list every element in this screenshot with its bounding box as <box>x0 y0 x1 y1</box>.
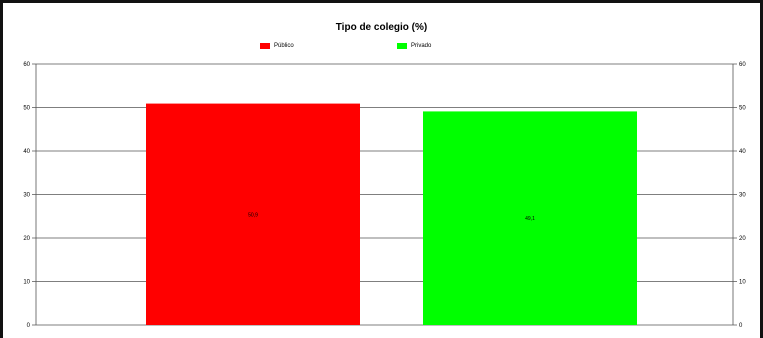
y-tick-label-left-50: 50 <box>23 106 30 112</box>
legend-swatch-privado <box>397 43 407 49</box>
legend-swatch-publico <box>260 43 270 49</box>
y-tick-label-left-0: 0 <box>27 323 31 329</box>
y-tick-label-left-60: 60 <box>23 62 30 68</box>
legend-label-publico: Público <box>274 43 294 49</box>
y-tick-label-right-30: 30 <box>739 193 746 199</box>
y-tick-label-left-40: 40 <box>23 149 30 155</box>
bar-publico <box>146 103 360 326</box>
y-tick-label-left-20: 20 <box>23 236 30 242</box>
y-tick-label-right-50: 50 <box>739 106 746 112</box>
y-tick-label-right-0: 0 <box>739 323 743 329</box>
y-tick-label-right-60: 60 <box>739 62 746 68</box>
y-tick-label-right-40: 40 <box>739 149 746 155</box>
legend-label-privado: Privado <box>411 43 432 49</box>
y-tick-label-left-10: 10 <box>23 280 30 286</box>
legend-entry-publico: Público <box>260 43 294 49</box>
data-label-publico: 50,9 <box>248 212 258 218</box>
y-tick-label-left-30: 30 <box>23 193 30 199</box>
legend-entry-privado: Privado <box>397 43 431 49</box>
y-tick-label-right-20: 20 <box>739 236 746 242</box>
bar-privado <box>423 111 637 325</box>
data-label-privado: 49,1 <box>525 216 535 222</box>
y-tick-label-right-10: 10 <box>739 280 746 286</box>
chart-title: Tipo de colegio (%) <box>335 22 428 33</box>
